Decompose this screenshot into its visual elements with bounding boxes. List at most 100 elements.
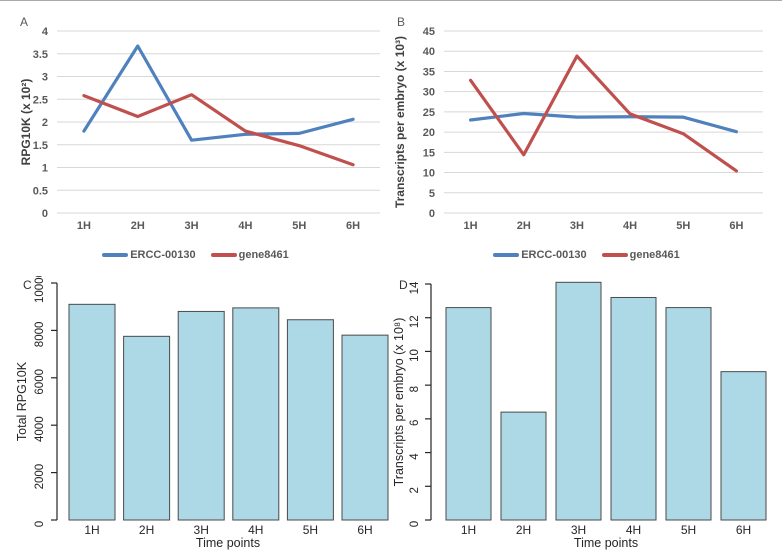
bar-3H (177, 310, 225, 521)
y-tick-label: 20 (423, 127, 435, 139)
x-tick-label: 5H (681, 523, 696, 537)
x-tick-label: 6H (729, 220, 743, 232)
y-tick-label: 3.5 (33, 49, 48, 61)
x-tick-label: 4H (623, 220, 637, 232)
line-chart-rpg10k: 0 0.5 1 1.5 2 2.5 3 3.5 4 1H 2H 3H 4H 5H 6H RPG10K (x 1… (19, 26, 380, 232)
y-tick-label: 8 (409, 386, 421, 392)
x-tick-label: 6H (357, 523, 372, 537)
x-tick-label: 4H (238, 220, 252, 232)
x-tick-label: 1H (461, 523, 476, 537)
bar-4H (610, 296, 657, 521)
x-tick-label: 6H (346, 220, 360, 232)
x-tick-label: 4H (626, 523, 641, 537)
y-tick-label: 4000 (34, 416, 46, 442)
line-chart-transcripts-per-embryo: 0 5 10 15 20 25 30 35 40 45 1H 2H 3H 4H 5H 6H Transcript… (393, 26, 763, 232)
y-tick-label: 2000 (34, 464, 46, 490)
y-tick-label: 1.5 (33, 140, 48, 152)
y-axis-title: Total RPG10K (15, 361, 29, 441)
legend-label-ercc-00130: ERCC-00130 (130, 249, 196, 261)
bar-1H (68, 303, 116, 521)
panel-label-c: C (23, 278, 32, 292)
legend-b: ERCC-00130 gene8461 (391, 249, 782, 261)
y-tick-label: 0.5 (33, 185, 48, 197)
bar-5H (665, 307, 712, 521)
x-tick-label: 3H (185, 220, 199, 232)
bar-4H (232, 307, 280, 521)
y-tick-label: 4 (42, 26, 49, 38)
y-tick-label: 0 (429, 208, 435, 220)
legend-line-swatch-ercc-00130 (102, 253, 129, 257)
series-line-gene8461 (468, 54, 739, 173)
y-tick-label: 35 (423, 66, 435, 78)
y-tick-label: 6 (409, 420, 421, 426)
x-tick-label: 3H (571, 523, 586, 537)
y-axis-title: Transcripts per embryo (x 10⁸) (392, 318, 406, 487)
legend-item-gene8461: gene8461 (601, 249, 680, 261)
y-tick-label: 45 (423, 26, 435, 38)
bar-1H (445, 307, 492, 521)
x-tick-label: 1H (77, 220, 91, 232)
x-tick-label: 5H (292, 220, 306, 232)
legend-item-gene8461: gene8461 (210, 249, 289, 261)
legend-line-swatch-gene8461 (601, 253, 628, 257)
x-tick-label: 1H (84, 523, 99, 537)
bar-5H (286, 319, 334, 521)
y-tick-label: 3 (42, 72, 48, 84)
y-tick-label: 12 (409, 315, 421, 328)
x-tick-label: 3H (194, 523, 209, 537)
bar-chart-transcripts-per-embryo: 0 2 4 6 8 10 12 14 1H 2H 3H 4H 5H 6H Transcripts per e… (392, 281, 767, 550)
legend-label-gene8461: gene8461 (238, 249, 289, 261)
series-line-ERCC-00130 (468, 111, 739, 134)
x-tick-label: 5H (676, 220, 690, 232)
panel-a: A 0 0.5 1 1.5 2 2.5 3 3.5 4 1H 2H 3H 4H 5H 6H RPG10K (x… (0, 1, 391, 276)
x-tick-label: 4H (248, 523, 263, 537)
y-tick-label: 8000 (34, 322, 46, 348)
x-tick-label: 2H (139, 523, 154, 537)
bar-3H (555, 281, 602, 521)
y-tick-label: 1 (42, 163, 48, 175)
series-line-ERCC-00130 (82, 44, 355, 142)
legend-item-ercc-00130: ERCC-00130 (102, 249, 196, 261)
y-tick-label: 0 (34, 521, 46, 527)
y-tick-label: 40 (423, 46, 435, 58)
y-tick-label: 2 (409, 487, 421, 493)
bar-2H (500, 411, 547, 521)
legend-label-ercc-00130: ERCC-00130 (521, 249, 587, 261)
panel-c: C 0 2000 4000 6000 8000 10000 1H 2H 3H 4H 5H 6H Tota… (0, 276, 391, 559)
panel-label-d: D (399, 278, 408, 292)
y-tick-label: 5 (429, 188, 435, 200)
series-line-gene8461 (82, 93, 355, 167)
legend-line-swatch-gene8461 (210, 253, 237, 257)
bar-6H (720, 371, 767, 521)
panel-d: D 0 2 4 6 8 10 12 14 1H 2H 3H 4H 5H 6H Transcripts per… (391, 276, 782, 559)
x-tick-label: 1H (464, 220, 478, 232)
x-tick-label: 5H (303, 523, 318, 537)
y-tick-label: 30 (423, 87, 435, 99)
x-axis-title: Time points (196, 536, 260, 550)
y-tick-label: 0 (42, 208, 48, 220)
y-tick-label: 15 (423, 147, 435, 159)
y-tick-label: 0 (409, 521, 421, 527)
y-tick-label: 6000 (34, 369, 46, 395)
y-tick-label: 4 (409, 453, 421, 460)
x-axis-title: Time points (574, 536, 638, 550)
y-tick-label: 25 (423, 107, 435, 119)
y-tick-label: 10 (409, 349, 421, 362)
bar-chart-total-rpg10k: 0 2000 4000 6000 8000 10000 1H 2H 3H 4H 5H 6H Total … (15, 276, 389, 550)
x-tick-label: 2H (517, 220, 531, 232)
bar-2H (123, 335, 171, 521)
y-tick-label: 2 (42, 117, 48, 129)
legend-item-ercc-00130: ERCC-00130 (493, 249, 587, 261)
legend-a: ERCC-00130 gene8461 (0, 249, 391, 261)
y-axis-title: Transcripts per embryo (x 10³) (393, 36, 407, 208)
legend-label-gene8461: gene8461 (629, 249, 680, 261)
x-tick-label: 6H (736, 523, 751, 537)
x-tick-label: 3H (570, 220, 584, 232)
y-tick-label: 10000 (34, 276, 46, 303)
panel-label-b: B (397, 15, 406, 29)
x-tick-label: 2H (516, 523, 531, 537)
y-axis-title: RPG10K (x 10²) (19, 79, 33, 166)
bar-6H (341, 334, 389, 521)
y-tick-label: 10 (423, 168, 435, 180)
y-tick-label: 2.5 (33, 94, 48, 106)
